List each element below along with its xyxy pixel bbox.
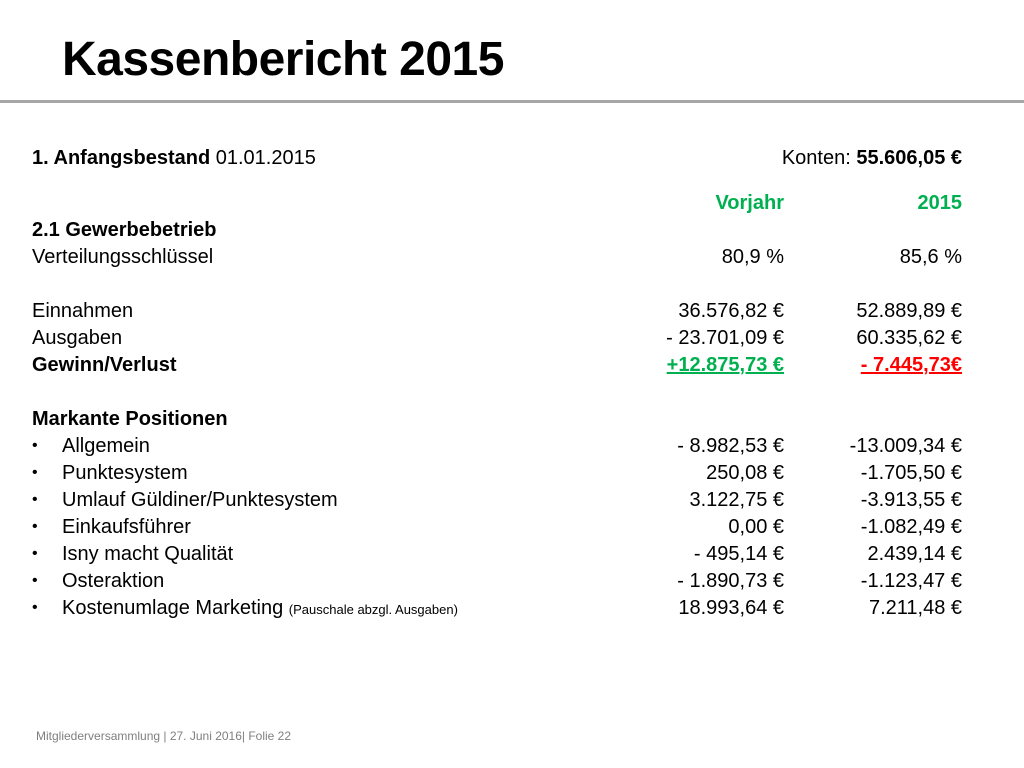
ausgaben-row: Ausgaben - 23.701,09 € 60.335,62 € [32, 325, 962, 351]
bullet-icon: • [32, 518, 38, 535]
konten-label: Konten: [781, 147, 857, 169]
title-divider [0, 100, 1024, 103]
bullet-icon: • [32, 545, 38, 562]
position-note: (Pauschale abzgl. Ausgaben) [288, 602, 458, 617]
verteilung-row: Verteilungsschlüssel 80,9 % 85,6 % [32, 244, 962, 270]
list-item: • Allgemein - 8.982,53 € -13.009,34 € [32, 433, 962, 459]
list-item: • Einkaufsführer 0,00 € -1.082,49 € [32, 514, 962, 540]
markante-heading-row: Markante Positionen [32, 406, 962, 432]
gewinn-label: Gewinn/Verlust [32, 354, 177, 376]
position-prev: 0,00 € [728, 516, 784, 538]
position-label: Einkaufsführer [62, 516, 191, 538]
bullet-icon: • [32, 599, 38, 616]
column-header-row: Vorjahr 2015 [32, 190, 962, 216]
list-item: • Osteraktion - 1.890,73 € -1.123,47 € [32, 568, 962, 594]
ausgaben-label: Ausgaben [32, 327, 123, 349]
verteilung-label: Verteilungsschlüssel [32, 246, 214, 268]
position-label: Punktesystem [62, 462, 188, 484]
section-heading: 2.1 Gewerbebetrieb [32, 219, 217, 241]
column-header-2015: 2015 [917, 192, 963, 214]
markante-heading: Markante Positionen [32, 408, 228, 430]
einnahmen-label: Einnahmen [32, 300, 134, 322]
position-curr: 2.439,14 € [867, 543, 962, 565]
verteilung-prev: 80,9 % [721, 246, 784, 268]
einnahmen-prev: 36.576,82 € [678, 300, 784, 322]
position-curr: -1.123,47 € [860, 570, 962, 592]
einnahmen-curr: 52.889,89 € [856, 300, 962, 322]
position-label: Umlauf Güldiner/Punktesystem [62, 489, 338, 511]
bullet-icon: • [32, 572, 38, 589]
list-item: • Kostenumlage Marketing (Pauschale abzg… [32, 595, 962, 621]
ausgaben-curr: 60.335,62 € [856, 327, 962, 349]
gewinn-curr: - 7.445,73€ [860, 354, 962, 376]
ausgaben-prev: - 23.701,09 € [666, 327, 784, 349]
position-label: Osteraktion [62, 570, 165, 592]
position-curr: -3.913,55 € [860, 489, 962, 511]
column-header-vorjahr: Vorjahr [715, 192, 784, 214]
bullet-icon: • [32, 464, 38, 481]
bullet-icon: • [32, 491, 38, 508]
konten-value: 55.606,05 € [856, 147, 962, 169]
position-curr: -13.009,34 € [849, 435, 962, 457]
position-label: Kostenumlage Marketing [62, 597, 284, 619]
section-heading-row: 2.1 Gewerbebetrieb [32, 217, 962, 243]
position-label: Isny macht Qualität [62, 543, 234, 565]
position-prev: - 8.982,53 € [677, 435, 784, 457]
gewinn-prev: +12.875,73 € [666, 354, 784, 376]
slide-title: Kassenbericht 2015 [62, 33, 504, 86]
bullet-icon: • [32, 437, 38, 454]
position-prev: - 495,14 € [693, 543, 784, 565]
position-label: Allgemein [62, 435, 150, 457]
list-item: • Umlauf Güldiner/Punktesystem 3.122,75 … [32, 487, 962, 513]
list-item: • Isny macht Qualität - 495,14 € 2.439,1… [32, 541, 962, 567]
position-prev: - 1.890,73 € [677, 570, 784, 592]
position-curr: -1.082,49 € [860, 516, 962, 538]
einnahmen-row: Einnahmen 36.576,82 € 52.889,89 € [32, 298, 962, 324]
opening-date: 01.01.2015 [210, 147, 316, 169]
position-curr: -1.705,50 € [860, 462, 962, 484]
list-item: • Punktesystem 250,08 € -1.705,50 € [32, 460, 962, 486]
slide-footer: Mitgliederversammlung | 27. Juni 2016| F… [36, 729, 292, 743]
position-prev: 250,08 € [706, 462, 784, 484]
position-prev: 3.122,75 € [689, 489, 784, 511]
gewinn-row: Gewinn/Verlust +12.875,73 € - 7.445,73€ [32, 352, 962, 378]
verteilung-curr: 85,6 % [899, 246, 962, 268]
opening-label: 1. Anfangsbestand [32, 147, 211, 169]
position-curr: 7.211,48 € [868, 597, 962, 619]
opening-balance-row: 1. Anfangsbestand 01.01.2015 Konten: 55.… [32, 145, 962, 171]
position-prev: 18.993,64 € [678, 597, 784, 619]
